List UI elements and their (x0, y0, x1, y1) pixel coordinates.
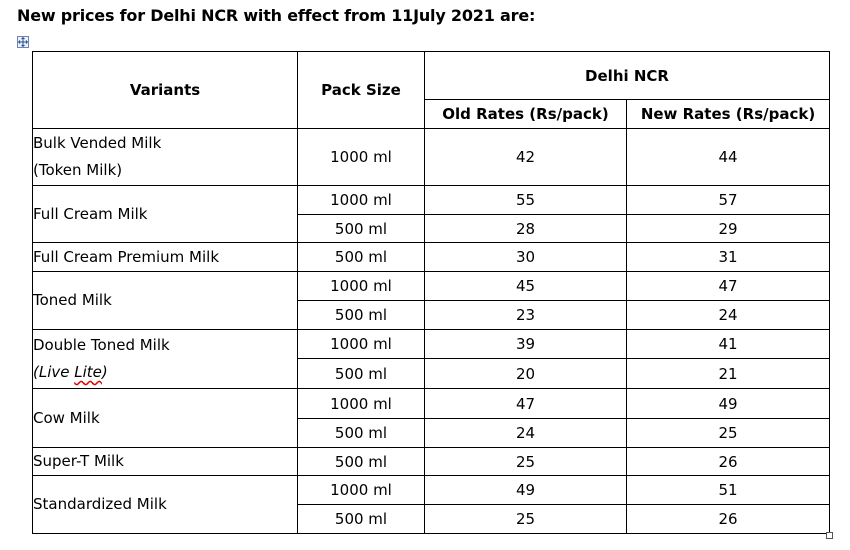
table-move-handle-icon[interactable] (17, 36, 29, 48)
table-row: Full Cream Milk 1000 ml 55 57 (32, 185, 831, 243)
pack-size-cell: 500 ml (297, 214, 425, 243)
variant-label: Standardized Milk (32, 475, 298, 534)
new-rate-cell: 49 (625, 388, 831, 419)
old-rate-cell: 24 (424, 418, 627, 448)
table-row: 500 ml 28 29 (33, 214, 831, 243)
new-rate-cell: 57 (625, 185, 831, 215)
price-table: Variants Pack Size Delhi NCR Old Rates (… (32, 51, 831, 534)
variant-sublabel: (Live Lite) (33, 359, 297, 386)
variant-cell: Bulk Vended Milk (Token Milk) (32, 128, 298, 186)
variant-label: Super-T Milk (32, 447, 298, 476)
variant-label: Toned Milk (32, 271, 298, 330)
old-rate-cell: 25 (424, 447, 627, 476)
new-rate-cell: 29 (625, 214, 831, 243)
old-rate-cell: 45 (424, 271, 627, 301)
new-rate-cell: 21 (625, 358, 831, 389)
pack-size-cell: 1000 ml (297, 185, 425, 215)
old-rate-cell: 20 (424, 358, 627, 389)
old-rate-cell: 47 (424, 388, 627, 419)
variant-sublabel: (Token Milk) (33, 161, 123, 179)
pack-size-cell: 500 ml (297, 504, 425, 534)
variant-label: Full Cream Premium Milk (32, 242, 298, 272)
pack-size-cell: 1000 ml (297, 388, 425, 419)
pack-size-cell: 1000 ml (297, 475, 425, 505)
pack-size-cell: 1000 ml (297, 128, 425, 186)
new-rate-cell: 24 (625, 300, 831, 330)
table-row: Double Toned Milk (Live Lite) 1000 ml 39… (32, 329, 831, 389)
spellcheck-flagged-word: Lite (74, 363, 102, 381)
header-new-rates: New Rates (Rs/pack) (625, 99, 831, 129)
pack-size-cell: 500 ml (297, 418, 425, 448)
old-rate-cell: 28 (424, 214, 627, 243)
variant-label: Cow Milk (32, 388, 298, 448)
pack-size-cell: 500 ml (297, 358, 425, 389)
variant-label: Bulk Vended Milk (33, 134, 162, 152)
variant-sublabel-part: ) (101, 363, 108, 381)
new-rate-cell: 26 (625, 447, 831, 476)
old-rate-cell: 42 (424, 128, 627, 186)
pack-size-cell: 1000 ml (297, 329, 425, 359)
header-pack-size: Pack Size (297, 51, 425, 129)
new-rate-cell: 44 (625, 128, 831, 186)
variant-label: Full Cream Milk (32, 185, 298, 243)
table-resize-handle[interactable] (826, 532, 833, 539)
variant-sublabel-part: (Live (33, 363, 75, 381)
table-row: 500 ml 24 25 (33, 418, 831, 448)
new-rate-cell: 41 (625, 329, 831, 359)
table-row: 500 ml 25 26 (33, 504, 831, 534)
new-rate-cell: 51 (625, 475, 831, 505)
variant-cell: Double Toned Milk (Live Lite) (32, 329, 298, 389)
old-rate-cell: 25 (424, 504, 627, 534)
new-rate-cell: 47 (625, 271, 831, 301)
header-delhi-ncr: Delhi NCR (423, 51, 831, 100)
old-rate-cell: 49 (424, 475, 627, 505)
table-row: Standardized Milk 1000 ml 49 51 (32, 475, 831, 534)
document-heading: New prices for Delhi NCR with effect fro… (17, 6, 536, 25)
pack-size-cell: 500 ml (297, 242, 425, 272)
pack-size-cell: 500 ml (297, 300, 425, 330)
table-row: 500 ml 23 24 (33, 300, 831, 330)
table-row: Cow Milk 1000 ml 47 49 (32, 388, 831, 448)
pack-size-cell: 1000 ml (297, 271, 425, 301)
new-rate-cell: 26 (625, 504, 831, 534)
variant-label: Double Toned Milk (33, 336, 170, 354)
header-variants: Variants (32, 51, 298, 129)
table-row: Super-T Milk 500 ml 25 26 (32, 447, 831, 476)
table-row: Full Cream Premium Milk 500 ml 30 31 (32, 242, 831, 272)
old-rate-cell: 55 (424, 185, 627, 215)
old-rate-cell: 39 (424, 329, 627, 359)
header-old-rates: Old Rates (Rs/pack) (424, 99, 627, 129)
table-row: Toned Milk 1000 ml 45 47 (32, 271, 831, 330)
table-row: 500 ml 20 21 (33, 358, 831, 389)
old-rate-cell: 30 (424, 242, 627, 272)
new-rate-cell: 25 (625, 418, 831, 448)
new-rate-cell: 31 (625, 242, 831, 272)
old-rate-cell: 23 (424, 300, 627, 330)
table-row: Bulk Vended Milk (Token Milk) 1000 ml 42… (32, 128, 831, 186)
pack-size-cell: 500 ml (297, 447, 425, 476)
